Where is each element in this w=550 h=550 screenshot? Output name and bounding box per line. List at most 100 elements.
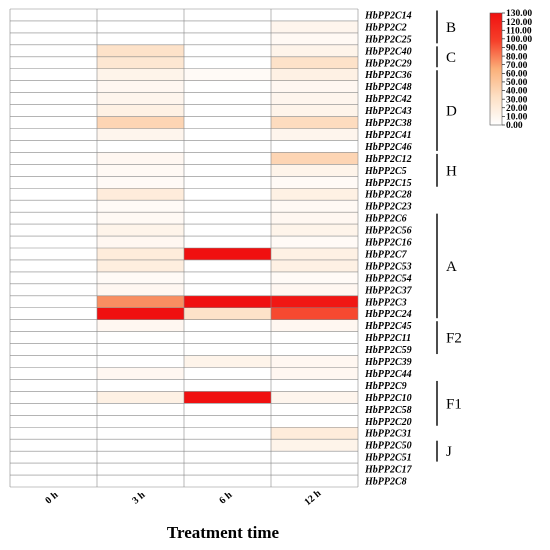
heatmap-cell xyxy=(10,355,97,368)
row-label: HbPP2C15 xyxy=(364,178,412,189)
heatmap-cell xyxy=(97,379,184,392)
heatmap-cell xyxy=(97,355,184,368)
row-label: HbPP2C20 xyxy=(364,417,412,428)
heatmap-cell xyxy=(184,188,271,201)
heatmap-cell xyxy=(97,20,184,33)
group-label: A xyxy=(446,259,457,275)
row-label: HbPP2C54 xyxy=(364,273,412,284)
heatmap-cell xyxy=(184,463,271,476)
heatmap-cell xyxy=(10,271,97,284)
row-label: HbPP2C25 xyxy=(364,34,412,45)
row-label: HbPP2C43 xyxy=(364,106,412,117)
color-scale-tick-label: 40.00 xyxy=(506,87,528,97)
heatmap-cell xyxy=(10,379,97,392)
heatmap-cell xyxy=(184,56,271,69)
row-label: HbPP2C28 xyxy=(364,190,412,201)
heatmap-cell xyxy=(97,56,184,69)
heatmap-cell xyxy=(184,319,271,332)
heatmap-cell xyxy=(271,164,358,177)
color-scale-tick-label: 80.00 xyxy=(506,52,528,62)
heatmap-cell xyxy=(271,104,358,117)
heatmap-cell xyxy=(184,236,271,248)
heatmap-cell xyxy=(10,188,97,201)
heatmap-cell xyxy=(184,403,271,416)
x-tick-labels: 0 h 3 h 6 h 12 h xyxy=(43,488,323,508)
heatmap-cell xyxy=(271,463,358,476)
heatmap-cell xyxy=(97,427,184,440)
heatmap-cell xyxy=(184,32,271,45)
heatmap-cell xyxy=(97,44,184,57)
heatmap-cell xyxy=(271,176,358,189)
row-label: HbPP2C53 xyxy=(364,261,412,272)
heatmap-cell xyxy=(271,367,358,380)
heatmap-cell xyxy=(97,128,184,141)
heatmap-cell xyxy=(271,152,358,165)
heatmap-cell xyxy=(271,56,358,69)
heatmap-cell xyxy=(97,68,184,81)
row-label: HbPP2C42 xyxy=(364,94,412,105)
group-label: F2 xyxy=(446,331,462,347)
row-label: HbPP2C8 xyxy=(364,477,407,488)
row-label: HbPP2C50 xyxy=(364,441,412,452)
heatmap-cell xyxy=(97,164,184,177)
heatmap-cell xyxy=(184,44,271,57)
heatmap-cell xyxy=(10,343,97,356)
heatmap-cell xyxy=(10,331,97,344)
heatmap-cell xyxy=(10,20,97,33)
heatmap-cell xyxy=(10,212,97,225)
heatmap-cell xyxy=(271,68,358,81)
color-scale-tick-label: 50.00 xyxy=(506,78,528,88)
row-label: HbPP2C11 xyxy=(364,333,411,344)
heatmap-cell xyxy=(184,140,271,153)
color-scale-tick-label: 70.00 xyxy=(506,61,528,71)
heatmap-cell xyxy=(97,224,184,237)
row-label: HbPP2C5 xyxy=(364,166,407,177)
row-label: HbPP2C51 xyxy=(364,453,412,464)
heatmap-cell xyxy=(10,451,97,464)
heatmap-cell xyxy=(184,224,271,237)
heatmap-cell xyxy=(97,463,184,476)
row-label: HbPP2C40 xyxy=(364,46,412,57)
row-label: HbPP2C23 xyxy=(364,202,412,213)
row-label: HbPP2C39 xyxy=(364,357,412,368)
heatmap-cell xyxy=(271,475,358,487)
heatmap-cell xyxy=(97,403,184,416)
color-scale-tick-label: 60.00 xyxy=(506,70,528,80)
color-scale-bar xyxy=(489,12,503,126)
color-scale-tick-label: 120.00 xyxy=(506,18,532,28)
row-label: HbPP2C44 xyxy=(364,369,412,380)
heatmap-cell xyxy=(271,32,358,45)
heatmap-cell xyxy=(271,224,358,237)
row-labels: HbPP2C14HbPP2C2HbPP2C25HbPP2C40HbPP2C29H… xyxy=(364,10,413,487)
heatmap-cell xyxy=(184,9,271,21)
row-label: HbPP2C6 xyxy=(364,214,407,225)
heatmap-cell xyxy=(184,92,271,105)
heatmap-cell xyxy=(271,283,358,296)
row-label: HbPP2C17 xyxy=(364,465,413,476)
color-scale-tick-label: 0.00 xyxy=(506,121,523,131)
heatmap-cell xyxy=(271,140,358,153)
heatmap-cell xyxy=(184,164,271,177)
row-label: HbPP2C37 xyxy=(364,285,413,296)
heatmap-cell xyxy=(184,248,271,260)
heatmap-cell xyxy=(184,128,271,141)
heatmap-cell xyxy=(271,80,358,93)
color-scale-tick-label: 110.00 xyxy=(506,26,532,36)
heatmap-cell xyxy=(10,367,97,380)
heatmap-cell xyxy=(271,343,358,356)
heatmap-cell xyxy=(10,68,97,81)
heatmap-cell xyxy=(97,92,184,105)
heatmap-cell xyxy=(10,44,97,57)
heatmap-cell xyxy=(271,200,358,213)
heatmap-cell xyxy=(10,236,97,248)
row-label: HbPP2C10 xyxy=(364,393,412,404)
x-tick-label: 6 h xyxy=(217,489,234,506)
heatmap-cell xyxy=(97,307,184,320)
heatmap-cell xyxy=(184,271,271,284)
heatmap-cell xyxy=(184,427,271,440)
heatmap-cell xyxy=(97,283,184,296)
heatmap-cell xyxy=(184,152,271,165)
heatmap-cell xyxy=(10,128,97,141)
heatmap-cell xyxy=(10,319,97,332)
heatmap-cell xyxy=(97,200,184,213)
